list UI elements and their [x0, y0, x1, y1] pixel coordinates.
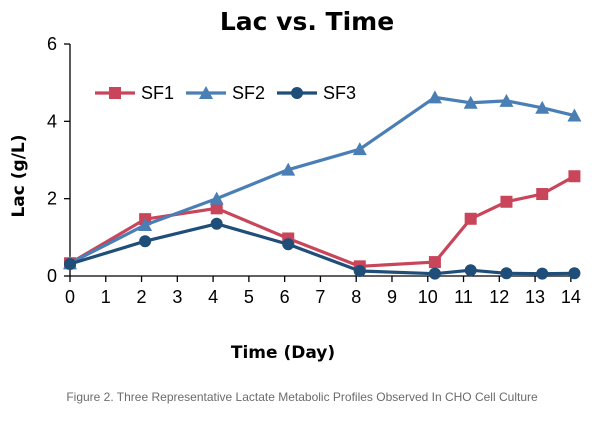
legend-marker-sf2: [199, 86, 213, 99]
legend-item-sf2: SF2: [186, 83, 265, 103]
x-tick-label: 14: [561, 287, 581, 307]
data-point-sf3: [210, 217, 223, 230]
data-point-sf3: [536, 267, 549, 280]
x-axis-title: Time (Day): [231, 343, 335, 363]
data-point-sf2: [567, 108, 582, 122]
data-point-sf1: [464, 212, 477, 225]
data-point-sf2: [352, 142, 367, 156]
data-point-sf2: [281, 162, 296, 176]
data-point-sf3: [464, 264, 477, 277]
x-tick-label: 13: [525, 287, 545, 307]
y-tick-label: 6: [47, 34, 57, 54]
x-tick-label: 8: [351, 287, 361, 307]
data-point-sf1: [568, 170, 581, 183]
chart-title: Lac vs. Time: [220, 7, 394, 36]
x-tick-label: 0: [65, 287, 75, 307]
data-point-sf2: [535, 100, 550, 114]
y-axis-title: Lac (g/L): [9, 134, 29, 217]
chart-legend: SF1 SF2 SF3: [95, 83, 356, 103]
data-point-sf3: [568, 267, 581, 280]
data-point-sf2: [138, 217, 153, 231]
y-tick-label: 4: [47, 111, 57, 131]
y-tick-label: 2: [47, 189, 57, 209]
x-tick-label: 1: [101, 287, 111, 307]
data-point-sf3: [282, 238, 295, 251]
series-line-sf2: [69, 95, 575, 265]
legend-marker-sf1: [109, 87, 121, 99]
legend-label-sf2: SF2: [232, 83, 265, 103]
data-point-sf2: [209, 191, 224, 205]
data-point-sf2: [499, 93, 514, 107]
x-tick-label: 9: [387, 287, 397, 307]
series-sf3: [64, 217, 581, 280]
legend-label-sf3: SF3: [323, 83, 356, 103]
series-line-sf3: [69, 222, 575, 276]
data-point-sf2: [427, 90, 442, 104]
data-point-sf2: [463, 95, 478, 109]
x-tick-label: 7: [315, 287, 325, 307]
data-series: [63, 90, 582, 280]
legend-item-sf3: SF3: [277, 83, 356, 103]
x-tick-label: 11: [454, 287, 473, 307]
x-tick-label: 5: [244, 287, 254, 307]
data-point-sf3: [139, 235, 152, 248]
figure-caption: Figure 2. Three Representative Lactate M…: [66, 390, 538, 404]
y-tick-label: 0: [47, 266, 57, 286]
chart-axes: [64, 43, 578, 282]
data-point-sf1: [428, 256, 441, 269]
legend-label-sf1: SF1: [141, 83, 174, 103]
legend-marker-sf3: [291, 87, 303, 99]
x-tick-label: 10: [418, 287, 438, 307]
legend-item-sf1: SF1: [95, 83, 174, 103]
x-tick-label: 6: [280, 287, 290, 307]
series-line-sf1: [69, 174, 576, 268]
data-point-sf3: [428, 267, 441, 280]
data-point-sf3: [64, 258, 76, 271]
data-point-sf1: [210, 202, 223, 215]
x-tick-label: 2: [137, 287, 147, 307]
x-tick-label: 12: [489, 287, 509, 307]
x-tick-label: 3: [172, 287, 182, 307]
data-point-sf1: [536, 188, 549, 201]
x-tick-label: 4: [208, 287, 218, 307]
data-point-sf1: [500, 195, 513, 208]
data-point-sf3: [500, 267, 513, 280]
data-point-sf3: [353, 264, 366, 277]
